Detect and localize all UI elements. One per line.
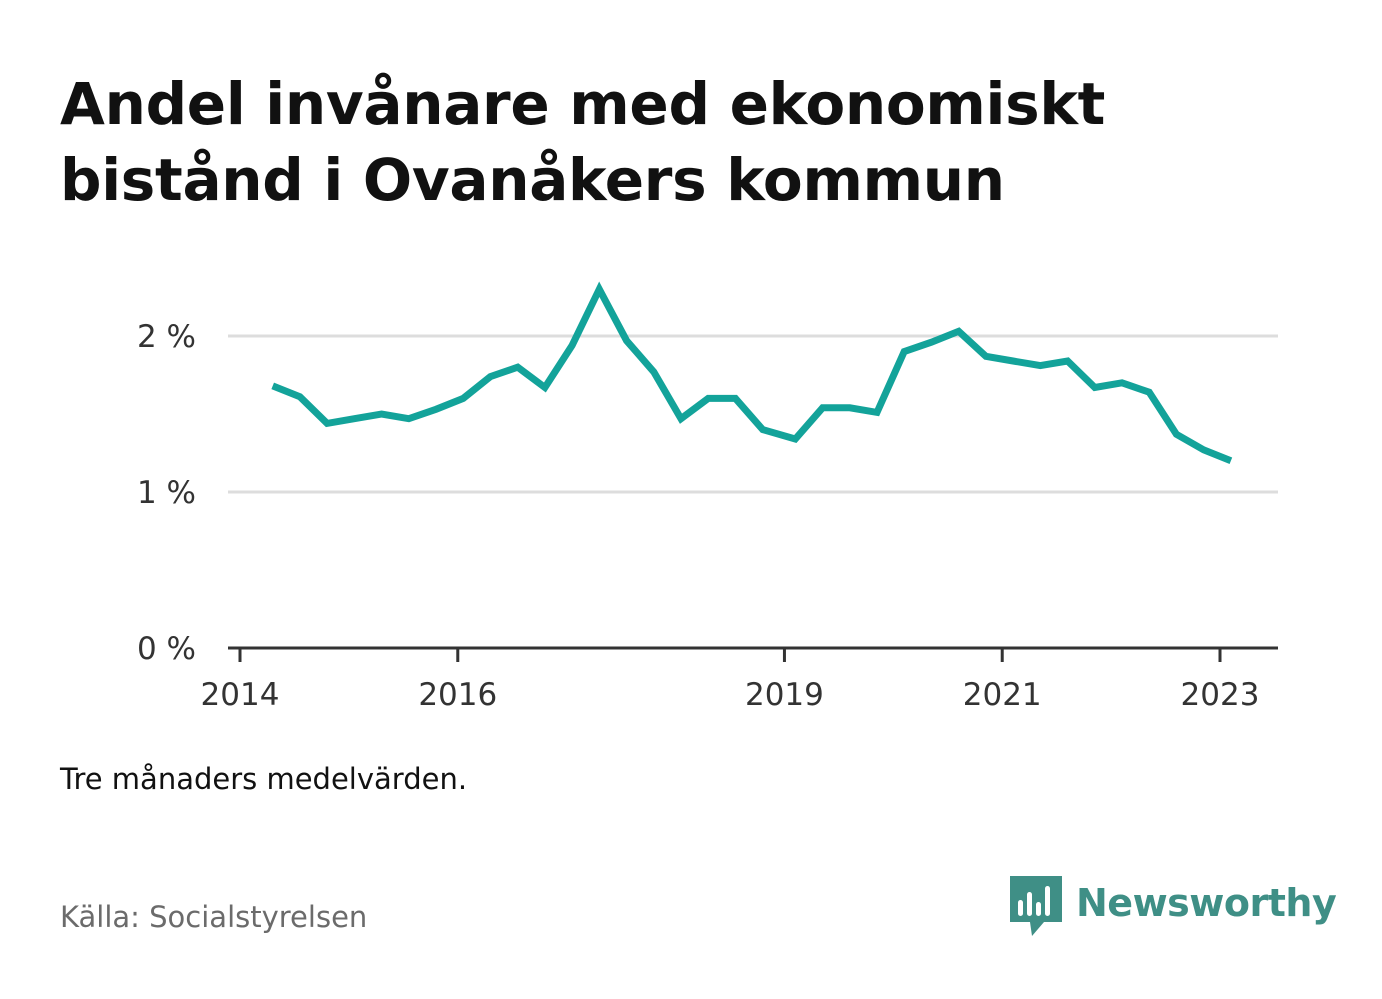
x-tick-label: 2014 bbox=[201, 677, 280, 713]
series-layer bbox=[271, 281, 1233, 465]
brand-logo: Newsworthy bbox=[1010, 876, 1337, 940]
x-tick-label: 2019 bbox=[745, 677, 824, 713]
y-tick-label: 2 % bbox=[137, 319, 196, 355]
x-tick-label: 2016 bbox=[418, 677, 497, 713]
brand-name: Newsworthy bbox=[1076, 881, 1337, 925]
chart-title: Andel invånare med ekonomiskt bistånd i … bbox=[60, 70, 1106, 214]
series-line bbox=[271, 281, 1233, 465]
axes: 0 % 1 % 2 % 2014 2016 2019 2021 2023 bbox=[137, 319, 1278, 713]
source-credit: Källa: Socialstyrelsen bbox=[60, 900, 368, 934]
x-tick-label: 2021 bbox=[963, 677, 1042, 713]
chart-note: Tre månaders medelvärden. bbox=[60, 762, 468, 796]
x-tick-label: 2023 bbox=[1181, 677, 1260, 713]
bar-chart-speech-bubble-icon bbox=[1010, 876, 1062, 936]
y-tick-label: 1 % bbox=[137, 475, 196, 511]
gridlines bbox=[228, 334, 1278, 494]
y-tick-label: 0 % bbox=[137, 631, 196, 667]
